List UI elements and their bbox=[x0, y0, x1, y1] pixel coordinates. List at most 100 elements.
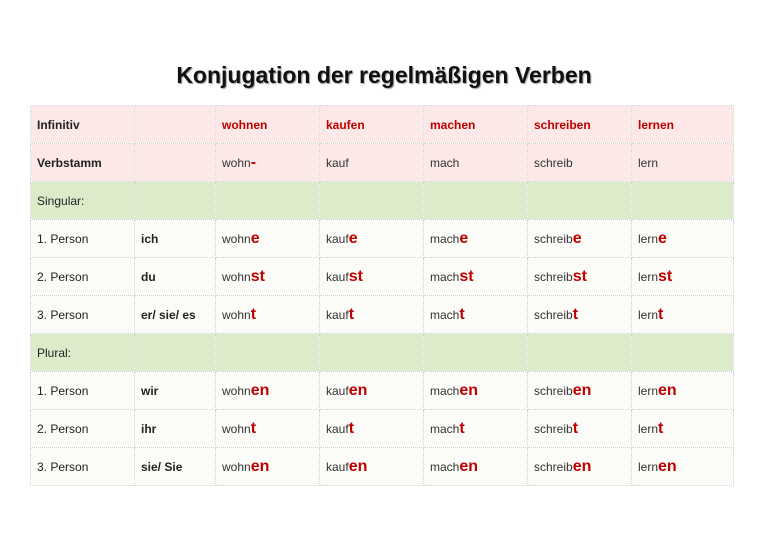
form-stem: lern bbox=[638, 459, 659, 474]
pronoun: sie/ Sie bbox=[134, 447, 216, 486]
form-stem: wohn bbox=[222, 459, 251, 474]
conjugation-row: 3. Person sie/ Sie wohnen kaufen machen … bbox=[30, 447, 734, 486]
form-ending: st bbox=[572, 267, 587, 285]
conjugation-row: 3. Person er/ sie/ es wohnt kauft macht … bbox=[30, 295, 734, 334]
form-stem: lern bbox=[638, 383, 659, 398]
conjugation-table: Infinitiv wohnen kaufen machen schreiben… bbox=[30, 105, 734, 486]
verb-header: kaufen bbox=[319, 105, 424, 144]
verb-header: schreiben bbox=[527, 105, 632, 144]
form-ending: t bbox=[572, 305, 579, 323]
form-ending: en bbox=[658, 381, 677, 399]
conjugation-row: 2. Person du wohnst kaufst machst schrei… bbox=[30, 257, 734, 296]
form-stem: wohn bbox=[222, 383, 251, 398]
form-stem: kauf bbox=[326, 307, 349, 322]
form-stem: kauf bbox=[326, 421, 349, 436]
form-cell: kaufst bbox=[319, 257, 424, 296]
form-stem: mach bbox=[430, 383, 460, 398]
form-ending: en bbox=[572, 457, 592, 475]
form-stem: schreib bbox=[534, 383, 573, 398]
form-cell: schreibst bbox=[527, 257, 632, 296]
form-ending: t bbox=[348, 305, 355, 323]
verb-header: machen bbox=[423, 105, 528, 144]
stem-text: mach bbox=[430, 155, 460, 170]
stem-cell: kauf bbox=[319, 143, 424, 182]
form-ending: st bbox=[459, 267, 474, 285]
form-ending: st bbox=[658, 267, 673, 285]
form-cell: kaufe bbox=[319, 219, 424, 258]
form-cell: machen bbox=[423, 371, 528, 410]
person-label: 3. Person bbox=[30, 447, 135, 486]
form-stem: schreib bbox=[534, 421, 573, 436]
form-cell: kaufen bbox=[319, 371, 424, 410]
form-stem: wohn bbox=[222, 269, 251, 284]
form-ending: e bbox=[572, 229, 582, 247]
pronoun: er/ sie/ es bbox=[134, 295, 216, 334]
form-ending: t bbox=[658, 419, 664, 437]
form-cell: kaufen bbox=[319, 447, 424, 486]
form-stem: mach bbox=[430, 269, 460, 284]
form-ending: t bbox=[572, 419, 579, 437]
form-cell: lernst bbox=[631, 257, 734, 296]
stem-text: wohn bbox=[222, 155, 251, 170]
form-ending: e bbox=[250, 229, 260, 247]
form-ending: t bbox=[459, 305, 465, 323]
section-label: Singular: bbox=[30, 181, 135, 220]
empty-cell bbox=[134, 105, 216, 144]
form-stem: mach bbox=[430, 421, 460, 436]
form-stem: mach bbox=[430, 307, 460, 322]
form-ending: t bbox=[348, 419, 355, 437]
form-cell: lernt bbox=[631, 295, 734, 334]
infinitiv-label: Infinitiv bbox=[30, 105, 135, 144]
person-label: 2. Person bbox=[30, 257, 135, 296]
form-cell: lerne bbox=[631, 219, 734, 258]
form-cell: schreibt bbox=[527, 295, 632, 334]
form-ending: e bbox=[658, 229, 667, 247]
form-cell: lernt bbox=[631, 409, 734, 448]
form-cell: lernen bbox=[631, 371, 734, 410]
form-cell: wohnt bbox=[215, 409, 320, 448]
form-stem: schreib bbox=[534, 307, 573, 322]
form-cell: machst bbox=[423, 257, 528, 296]
form-cell: macht bbox=[423, 409, 528, 448]
form-ending: en bbox=[348, 381, 368, 399]
conjugation-row: 1. Person ich wohne kaufe mache schreibe… bbox=[30, 219, 734, 258]
form-cell: schreiben bbox=[527, 447, 632, 486]
form-stem: kauf bbox=[326, 231, 349, 246]
form-cell: mache bbox=[423, 219, 528, 258]
stem-text: lern bbox=[638, 155, 659, 170]
person-label: 2. Person bbox=[30, 409, 135, 448]
stem-text: schreib bbox=[534, 155, 573, 170]
form-ending: en bbox=[250, 381, 270, 399]
form-stem: schreib bbox=[534, 459, 573, 474]
form-stem: kauf bbox=[326, 269, 349, 284]
form-stem: lern bbox=[638, 231, 659, 246]
form-ending: e bbox=[348, 229, 358, 247]
form-ending: en bbox=[250, 457, 270, 475]
infinitiv-row: Infinitiv wohnen kaufen machen schreiben… bbox=[30, 105, 734, 144]
form-stem: mach bbox=[430, 231, 460, 246]
form-cell: lernen bbox=[631, 447, 734, 486]
pronoun: ihr bbox=[134, 409, 216, 448]
stem-cell: mach bbox=[423, 143, 528, 182]
form-cell: wohnst bbox=[215, 257, 320, 296]
form-ending: t bbox=[250, 419, 257, 437]
empty-cell bbox=[134, 143, 216, 182]
form-stem: kauf bbox=[326, 383, 349, 398]
person-label: 1. Person bbox=[30, 219, 135, 258]
verb-header: wohnen bbox=[215, 105, 320, 144]
pronoun: ich bbox=[134, 219, 216, 258]
form-cell: wohnt bbox=[215, 295, 320, 334]
form-cell: kauft bbox=[319, 409, 424, 448]
form-stem: lern bbox=[638, 269, 659, 284]
form-ending: en bbox=[572, 381, 592, 399]
form-stem: mach bbox=[430, 459, 460, 474]
person-label: 3. Person bbox=[30, 295, 135, 334]
form-cell: schreibe bbox=[527, 219, 632, 258]
form-stem: lern bbox=[638, 421, 659, 436]
form-stem: schreib bbox=[534, 269, 573, 284]
stem-cell: lern bbox=[631, 143, 734, 182]
form-ending: t bbox=[250, 305, 257, 323]
page-title: Konjugation der regelmäßigen Verben bbox=[176, 62, 592, 88]
section-row-plural: Plural: bbox=[30, 333, 734, 372]
form-cell: kauft bbox=[319, 295, 424, 334]
